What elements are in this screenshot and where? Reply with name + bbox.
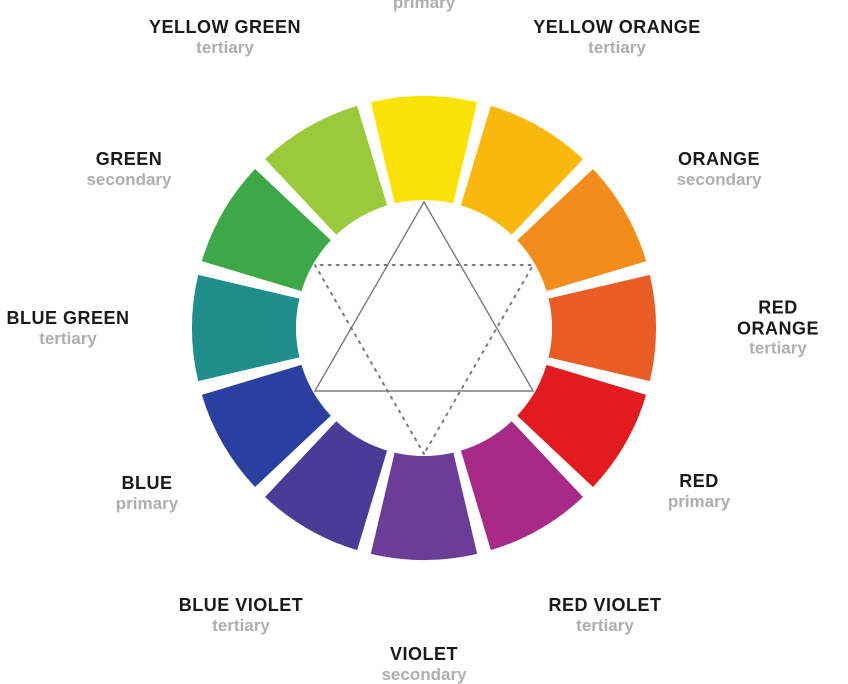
color-type: tertiary bbox=[737, 339, 819, 359]
label-red-violet: RED VIOLETtertiary bbox=[548, 595, 661, 635]
label-blue-violet: BLUE VIOLETtertiary bbox=[179, 595, 304, 635]
label-violet: VIOLETsecondary bbox=[381, 644, 466, 684]
color-type: primary bbox=[668, 492, 730, 512]
color-type: primary bbox=[116, 494, 178, 514]
label-yellow-orange: YELLOW ORANGEtertiary bbox=[533, 17, 701, 57]
color-type: tertiary bbox=[179, 616, 304, 636]
color-name: RED bbox=[668, 471, 730, 492]
color-name: BLUE GREEN bbox=[6, 308, 129, 329]
label-red-orange: REDORANGEtertiary bbox=[737, 298, 819, 359]
label-blue: BLUEprimary bbox=[116, 473, 178, 513]
color-name: BLUE VIOLET bbox=[179, 595, 304, 616]
color-name: RED VIOLET bbox=[548, 595, 661, 616]
color-type: secondary bbox=[86, 170, 171, 190]
color-name: REDORANGE bbox=[737, 298, 819, 339]
color-name: BLUE bbox=[116, 473, 178, 494]
label-yellow: YELLOWprimary bbox=[384, 0, 464, 12]
color-type: secondary bbox=[381, 665, 466, 684]
color-name: VIOLET bbox=[381, 644, 466, 665]
color-type: primary bbox=[384, 0, 464, 12]
color-name: YELLOW ORANGE bbox=[533, 17, 701, 38]
label-orange: ORANGEsecondary bbox=[676, 149, 761, 189]
color-type: secondary bbox=[676, 170, 761, 190]
color-name: YELLOW GREEN bbox=[149, 17, 301, 38]
secondary-triangle bbox=[315, 265, 533, 454]
color-type: tertiary bbox=[548, 616, 661, 636]
color-type: tertiary bbox=[149, 38, 301, 58]
segment-red-orange bbox=[549, 275, 656, 381]
label-green: GREENsecondary bbox=[86, 149, 171, 189]
segment-blue-green bbox=[192, 275, 299, 381]
label-red: REDprimary bbox=[668, 471, 730, 511]
primary-triangle bbox=[315, 202, 533, 391]
color-type: tertiary bbox=[6, 329, 129, 349]
label-yellow-green: YELLOW GREENtertiary bbox=[149, 17, 301, 57]
label-blue-green: BLUE GREENtertiary bbox=[6, 308, 129, 348]
color-name: GREEN bbox=[86, 149, 171, 170]
color-type: tertiary bbox=[533, 38, 701, 58]
segment-yellow bbox=[371, 96, 477, 203]
color-name: ORANGE bbox=[676, 149, 761, 170]
segment-violet bbox=[371, 453, 477, 560]
